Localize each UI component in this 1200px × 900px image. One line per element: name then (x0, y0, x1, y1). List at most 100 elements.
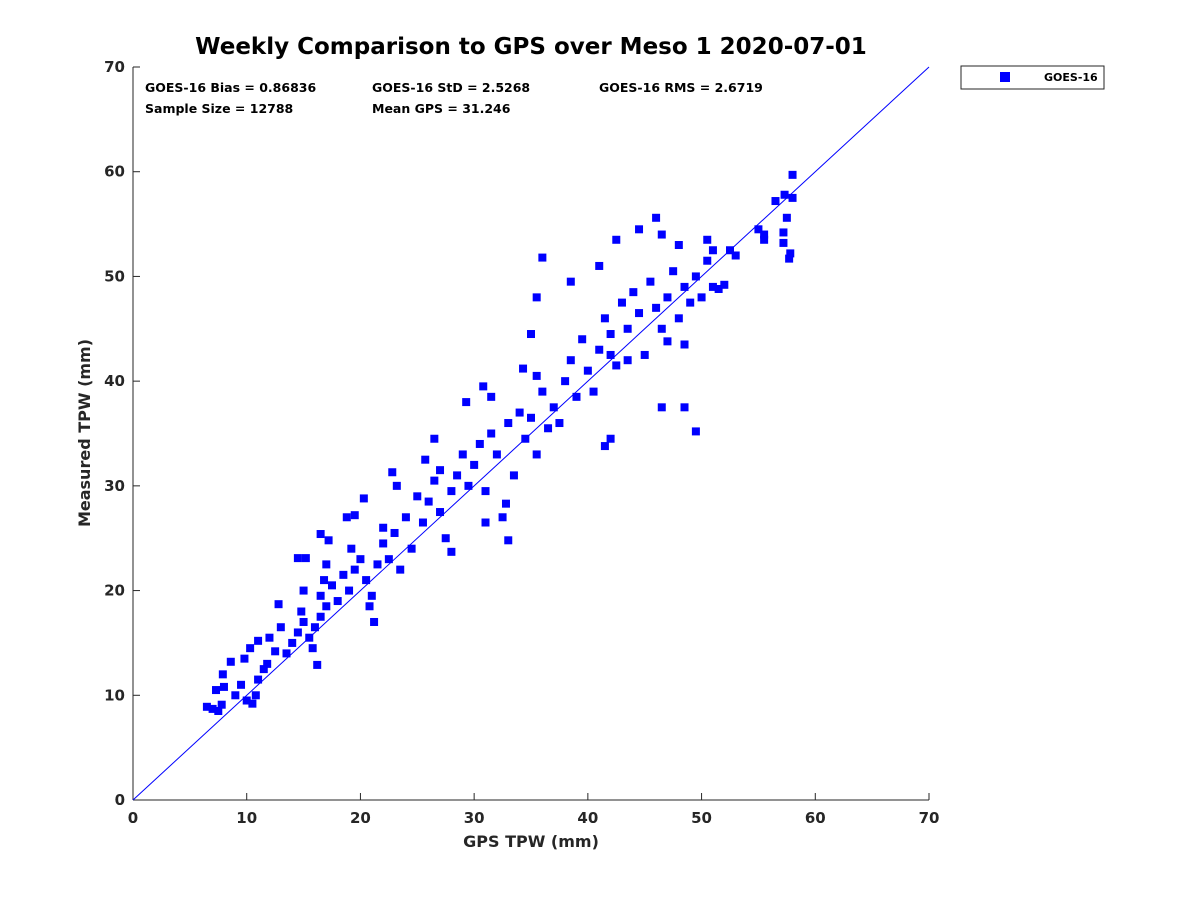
scatter-point (436, 466, 445, 475)
legend-box (960, 65, 1105, 90)
scatter-point (788, 193, 797, 202)
scatter-point (231, 691, 240, 700)
scatter-point (538, 253, 547, 262)
scatter-point (481, 518, 490, 527)
scatter-point (308, 644, 317, 653)
scatter-point (226, 657, 235, 666)
scatter-point (316, 530, 325, 539)
scatter-point (663, 337, 672, 346)
scatter-point (333, 597, 342, 606)
x-axis-label: GPS TPW (mm) (463, 832, 599, 851)
scatter-point (447, 547, 456, 556)
scatter-point (237, 680, 246, 689)
y-tick-label: 70 (104, 58, 125, 76)
statistics-panel: GOES-16 Bias = 0.86836 GOES-16 StD = 2.5… (145, 80, 763, 116)
scatter-point (373, 560, 382, 569)
scatter-point (731, 251, 740, 260)
scatter-point (475, 439, 484, 448)
scatter-point (458, 450, 467, 459)
scatter-point (606, 330, 615, 339)
scatter-point (407, 544, 416, 553)
y-tick-label: 0 (115, 791, 125, 809)
scatter-point (640, 350, 649, 359)
scatter-point (259, 665, 268, 674)
x-tick-label: 10 (236, 809, 257, 827)
scatter-point (430, 476, 439, 485)
scatter-point (288, 638, 297, 647)
legend: GOES-16 (960, 65, 1105, 90)
scatter-point (297, 607, 306, 616)
scatter-point (320, 576, 329, 585)
scatter-point (299, 617, 308, 626)
scatter-point (282, 649, 291, 658)
scatter-point (390, 528, 399, 537)
y-tick-label: 10 (104, 686, 125, 704)
scatter-point (424, 497, 433, 506)
scatter-point (313, 660, 322, 669)
scatter-point (606, 350, 615, 359)
mean-gps-stat: Mean GPS = 31.246 (372, 101, 511, 116)
scatter-point (578, 335, 587, 344)
scatter-point (532, 293, 541, 302)
scatter-point (720, 280, 729, 289)
scatter-point (208, 704, 217, 713)
scatter-point (515, 408, 524, 417)
y-tick-label: 60 (104, 163, 125, 181)
scatter-point (487, 392, 496, 401)
scatter-point (635, 225, 644, 234)
scatter-point (566, 277, 575, 286)
scatter-point (532, 450, 541, 459)
sample-size-stat: Sample Size = 12788 (145, 101, 293, 116)
scatter-point (347, 544, 356, 553)
scatter-point (498, 513, 507, 522)
scatter-point (674, 241, 683, 250)
scatter-point (470, 460, 479, 469)
scatter-point (436, 508, 445, 517)
std-stat: GOES-16 StD = 2.5268 (372, 80, 530, 95)
scatter-point (453, 471, 462, 480)
scatter-point (481, 487, 490, 496)
scatter-point (240, 654, 249, 663)
scatter-point (254, 636, 263, 645)
scatter-point (760, 230, 769, 239)
scatter-point (492, 450, 501, 459)
scatter-point (274, 600, 283, 609)
scatter-point (248, 699, 257, 708)
scatter-point (293, 554, 302, 563)
scatter-point (379, 523, 388, 532)
scatter-points (202, 170, 797, 715)
scatter-point (788, 170, 797, 179)
scatter-point (527, 413, 535, 422)
scatter-point (612, 361, 621, 370)
scatter-point (462, 398, 471, 407)
scatter-point (254, 675, 263, 684)
y-tick-label: 20 (104, 582, 125, 600)
x-tick-label: 60 (805, 809, 826, 827)
legend-label: GOES-16 (1044, 71, 1098, 84)
scatter-point (617, 298, 626, 307)
scatter-point (657, 324, 666, 333)
scatter-point (652, 213, 661, 222)
scatter-point (697, 293, 706, 302)
scatter-point (572, 392, 581, 401)
scatter-point (359, 494, 368, 503)
scatter-point (271, 647, 280, 656)
scatter-point (532, 371, 541, 380)
scatter-point (356, 555, 365, 564)
scatter-point (301, 554, 310, 563)
scatter-point (501, 499, 510, 508)
scatter-point (623, 356, 632, 365)
scatter-point (595, 345, 604, 354)
legend-marker-square (1000, 72, 1010, 82)
scatter-point (430, 434, 439, 443)
scatter-point (600, 442, 609, 451)
scatter-point (401, 513, 410, 522)
scatter-point (396, 565, 405, 574)
scatter-point (612, 235, 621, 244)
scatter-point (623, 324, 632, 333)
scatter-point (786, 249, 795, 258)
scatter-point (328, 581, 336, 590)
y-tick-label: 30 (104, 477, 125, 495)
scatter-point (691, 272, 700, 281)
scatter-point (316, 591, 325, 600)
